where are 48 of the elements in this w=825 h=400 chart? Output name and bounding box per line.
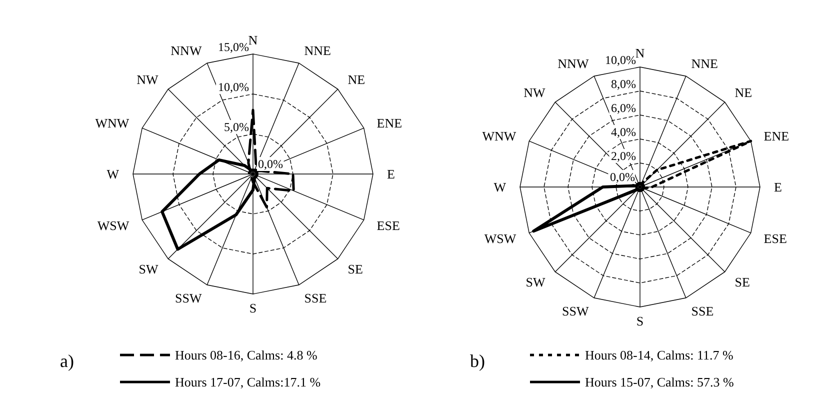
spoke-label: S [636, 314, 644, 329]
spoke-label: E [387, 166, 395, 182]
spoke-label: SSE [304, 290, 327, 306]
text: a) [60, 351, 74, 371]
text: b) [470, 351, 485, 371]
spoke-label: WSW [97, 218, 130, 233]
y-tick-label: 4,0% [611, 125, 636, 139]
y-tick-label: 15,0% [218, 40, 249, 54]
spoke-label: SE [348, 261, 363, 276]
spoke-label: N [635, 46, 646, 61]
spoke-label: NE [734, 84, 752, 100]
y-tick-label: 10,0% [605, 53, 636, 67]
spoke-label: NNW [170, 42, 202, 58]
spoke-label: W [106, 166, 120, 182]
legend-label: Hours 17-07, Calms:17.1 % [175, 374, 321, 390]
y-tick-label: 5,0% [224, 120, 249, 134]
y-tick-label: 10,0% [218, 80, 249, 94]
y-tick-label: 0,0% [610, 170, 635, 184]
spoke-label: W [494, 180, 507, 195]
spoke-label: ESE [376, 218, 400, 233]
legend-label: Hours 08-16, Calms: 4.8 % [175, 348, 318, 363]
y-tick-label: 0,0% [258, 157, 283, 171]
spoke-label: NE [348, 72, 366, 87]
spoke-label: SSW [174, 290, 202, 306]
legend-label: Hours 08-14, Calms: 11.7 % [585, 348, 734, 363]
spoke-label: NNW [558, 56, 590, 71]
spoke-label: NNE [304, 42, 332, 58]
spoke-label: NW [524, 84, 546, 100]
spoke-label: WNW [95, 115, 130, 130]
spoke-label: S [249, 300, 257, 316]
y-tick-label: 6,0% [611, 101, 636, 115]
spoke-label: N [248, 32, 258, 48]
spoke-label: NW [136, 72, 159, 87]
spoke-label: ENE [376, 115, 402, 130]
spoke-label: NNE [691, 56, 718, 71]
spoke-label: E [774, 180, 782, 195]
y-tick-label: 8,0% [611, 77, 636, 91]
spoke-label: SE [734, 274, 750, 290]
spoke-label: SSE [691, 303, 714, 318]
spoke-label: SW [138, 261, 159, 276]
legend-label: Hours 15-07, Calms: 57.3 % [585, 374, 734, 390]
spoke-label: SSW [562, 303, 590, 318]
spoke-label: SW [526, 274, 546, 290]
spoke-label: WNW [482, 128, 517, 144]
spoke-label: WSW [484, 230, 517, 246]
y-tick-label: 2,0% [611, 149, 636, 163]
spoke-label: ESE [764, 230, 787, 246]
spoke-label: ENE [764, 128, 790, 144]
